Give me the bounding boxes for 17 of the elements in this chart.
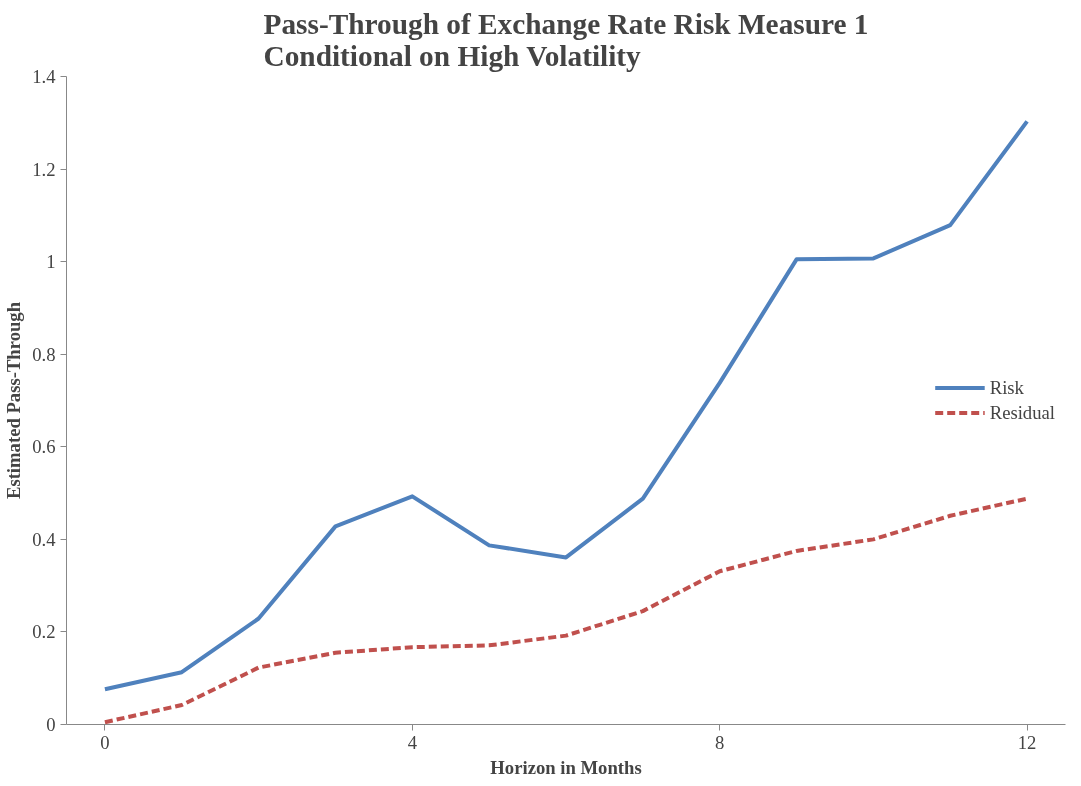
x-tick-label: 0: [100, 731, 110, 753]
y-tick-label: 1: [46, 251, 56, 273]
y-tick-label: 0: [46, 714, 56, 735]
y-tick-label: 0.4: [32, 528, 57, 550]
y-tick-label: 1.4: [32, 66, 57, 87]
x-axis-title: Horizon in Months: [490, 756, 642, 778]
y-tick-label: 1.2: [32, 158, 56, 180]
y-tick-label: 0.8: [32, 343, 56, 365]
x-tick-label: 8: [715, 731, 725, 753]
y-tick-label: 0.6: [32, 436, 56, 458]
y-tick-label: 0.2: [32, 621, 56, 643]
chart-title: Pass-Through of Exchange Rate Risk Measure 1 Conditional on High Volatility: [263, 7, 869, 72]
legend-label: Residual: [989, 401, 1055, 424]
legend-label: Risk: [989, 376, 1024, 399]
x-tick-label: 4: [407, 731, 418, 753]
y-axis-title: Estimated Pass-Through: [3, 301, 25, 500]
x-tick-label: 12: [1017, 731, 1037, 753]
